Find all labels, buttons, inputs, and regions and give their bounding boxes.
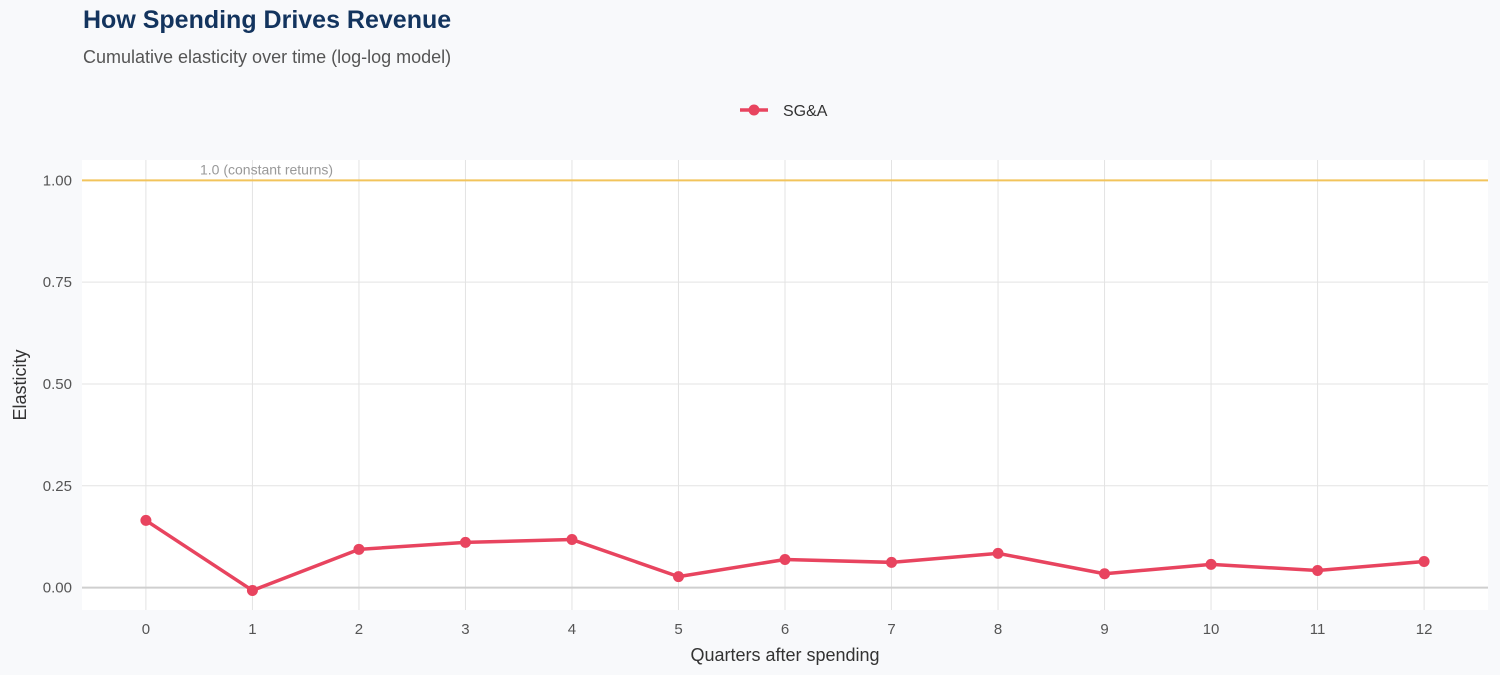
x-tick-label: 2 [355,621,363,638]
data-point [353,543,365,555]
x-tick-label: 5 [674,621,682,638]
data-point [459,536,471,548]
data-point [1312,564,1324,576]
x-tick-label: 8 [994,621,1002,638]
y-tick-label: 0.50 [43,376,72,393]
x-tick-label: 10 [1203,621,1220,638]
x-tick-label: 0 [142,621,150,638]
x-tick-label: 4 [568,621,576,638]
x-tick-label: 11 [1310,621,1326,638]
data-point [886,556,898,568]
x-axis-label: Quarters after spending [690,645,879,665]
data-point [140,514,152,526]
x-tick-label: 1 [248,621,256,638]
legend-swatch-point [748,104,760,116]
x-tick-label: 7 [887,621,895,638]
y-tick-label: 0.00 [43,580,72,597]
x-tick-label: 9 [1100,621,1108,638]
chart-title: How Spending Drives Revenue [83,6,452,34]
y-axis-label: Elasticity [10,349,30,420]
data-point [779,554,791,566]
chart-subtitle: Cumulative elasticity over time (log-log… [83,47,452,67]
data-point [566,534,578,546]
x-tick-label: 6 [781,621,789,638]
y-tick-label: 0.75 [43,274,72,291]
y-tick-label: 1.00 [43,172,72,189]
x-tick-label: 12 [1416,621,1433,638]
legend-label: SG&A [783,103,828,120]
y-tick-label: 0.25 [43,478,72,495]
x-tick-label: 3 [461,621,469,638]
data-point [672,571,684,583]
data-point [246,584,258,596]
data-point [1205,558,1217,570]
data-point [992,547,1004,559]
data-point [1099,568,1111,580]
data-point [1418,556,1430,568]
reference-line-label: 1.0 (constant returns) [200,161,333,177]
